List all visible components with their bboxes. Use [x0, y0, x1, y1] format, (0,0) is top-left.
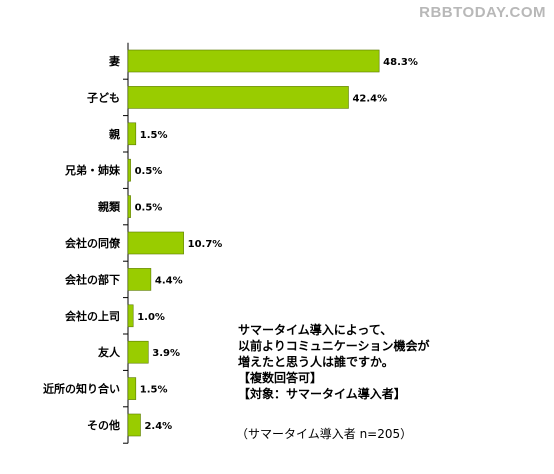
category-label: 会社の同僚 — [65, 236, 121, 250]
bar — [127, 195, 131, 218]
bar — [127, 377, 137, 400]
bar — [127, 49, 380, 73]
value-label: 0.5% — [135, 166, 163, 177]
bar — [127, 86, 349, 109]
category-label: その他 — [87, 418, 120, 432]
bar — [127, 268, 152, 291]
survey-question: サマータイム導入によって、 以前よりコミュニケーション機会が 増えたと思う人は誰… — [238, 322, 430, 402]
value-label: 0.5% — [135, 203, 163, 214]
category-label: 親類 — [98, 200, 121, 214]
category-label: 近所の知り合い — [43, 382, 120, 396]
category-label: 友人 — [98, 345, 121, 359]
value-label: 1.5% — [140, 385, 168, 396]
watermark: RBBTODAY.COM — [419, 4, 546, 21]
question-line: 増えたと思う人は誰ですか。 — [238, 355, 394, 369]
bar — [127, 340, 149, 364]
bar — [127, 231, 184, 255]
sample-size-note: （サマータイム導入者 n=205） — [236, 427, 413, 441]
value-label: 1.5% — [140, 130, 168, 141]
value-label: 10.7% — [188, 239, 223, 250]
value-label: 1.0% — [137, 312, 165, 323]
category-label: 親 — [109, 127, 120, 141]
question-line: 【複数回答可】 — [238, 371, 323, 385]
bar — [127, 304, 134, 328]
category-label: 会社の部下 — [65, 272, 120, 286]
category-label: 会社の上司 — [65, 309, 120, 323]
value-label: 48.3% — [383, 57, 418, 68]
bar — [127, 122, 137, 146]
category-label: 子ども — [87, 91, 120, 104]
bar — [127, 158, 131, 182]
question-line: 以前よりコミュニケーション機会が — [238, 339, 430, 353]
question-line: サマータイム導入によって、 — [238, 323, 393, 337]
value-label: 2.4% — [144, 421, 172, 432]
bar — [127, 413, 141, 437]
category-label: 妻 — [109, 54, 120, 68]
value-label: 42.4% — [352, 93, 387, 104]
question-line: 【対象：サマータイム導入者】 — [238, 387, 406, 401]
value-label: 3.9% — [152, 348, 180, 359]
category-label: 兄弟・姉妹 — [64, 163, 121, 177]
value-label: 4.4% — [155, 275, 183, 286]
